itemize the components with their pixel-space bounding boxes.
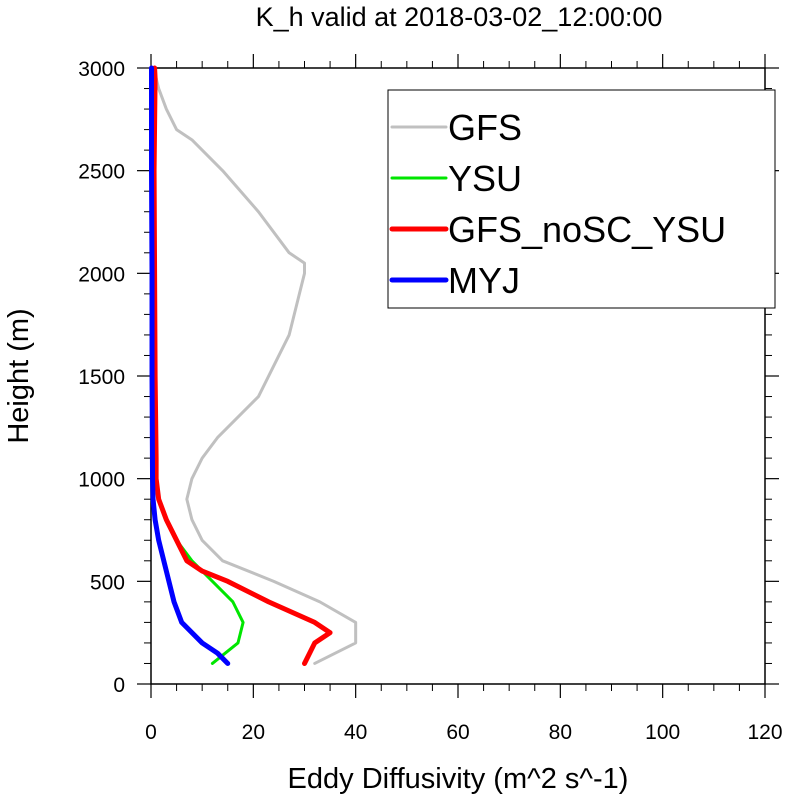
legend-label-gfs-nosc-ysu: GFS_noSC_YSU: [448, 209, 726, 250]
x-tick-labels: 0 20 40 60 80 100 120: [145, 721, 782, 744]
series-line-myj: [149, 65, 231, 666]
y-tick-label: 0: [113, 674, 125, 697]
legend-entries: GFS YSU GFS_noSC_YSU MYJ: [389, 107, 726, 301]
legend-label-gfs: GFS: [448, 107, 522, 148]
x-tick-label: 60: [446, 721, 469, 744]
legend-box: [387, 89, 776, 309]
x-tick-label: 20: [242, 721, 265, 744]
y-tick-label: 2000: [78, 263, 125, 286]
y-axis-label: Height (m): [3, 308, 35, 443]
x-tick-label: 40: [344, 721, 367, 744]
x-axis-label: Eddy Diffusivity (m^2 s^-1): [288, 763, 629, 795]
x-tick-label: 120: [747, 721, 782, 744]
chart-title: K_h valid at 2018-03-02_12:00:00: [256, 2, 663, 32]
y-tick-label: 500: [90, 571, 125, 594]
x-tick-label: 80: [549, 721, 572, 744]
legend-label-myj: MYJ: [448, 260, 520, 301]
legend-label-ysu: YSU: [448, 158, 522, 199]
x-tick-label: 100: [645, 721, 680, 744]
y-tick-labels: 0 500 1000 1500 2000 2500 3000: [78, 58, 125, 697]
y-tick-label: 3000: [78, 58, 125, 81]
y-tick-label: 2500: [78, 161, 125, 184]
series-line-gfs: [152, 66, 358, 665]
y-tick-label: 1000: [78, 469, 125, 492]
x-tick-label: 0: [145, 721, 157, 744]
series-lines: [149, 65, 358, 666]
legend: GFS YSU GFS_noSC_YSU MYJ: [387, 89, 776, 309]
y-tick-label: 1500: [78, 366, 125, 389]
series-line-gfs-nosc-ysu: [151, 65, 333, 666]
